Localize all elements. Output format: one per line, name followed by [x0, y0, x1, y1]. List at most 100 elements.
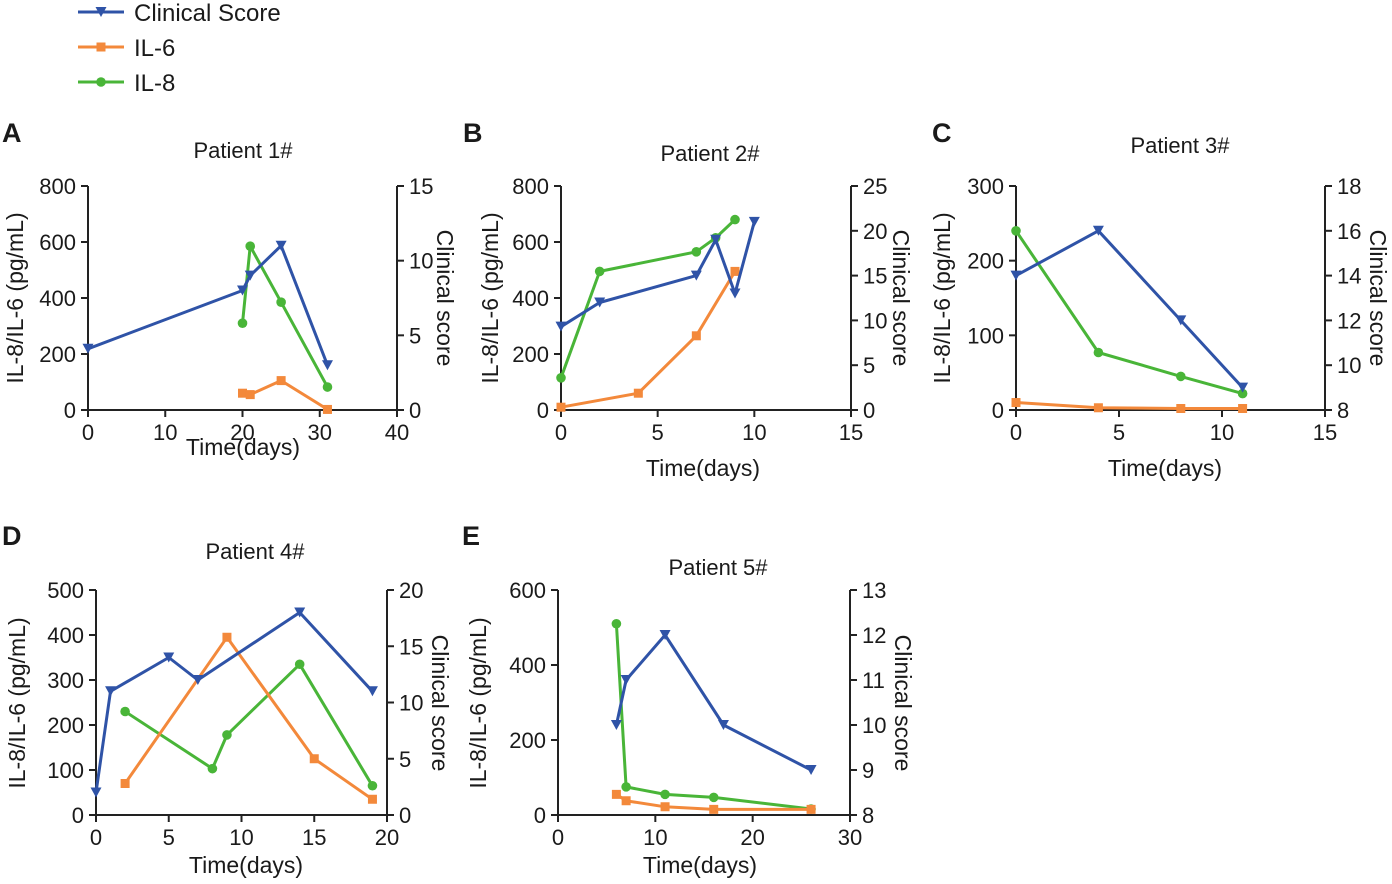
legend-item-il-6: IL-6 [78, 35, 175, 62]
x-tick-label: 5 [1113, 420, 1125, 445]
x-tick-label: 20 [230, 420, 254, 445]
legend-label: IL-8 [134, 70, 175, 97]
series-line-il-8 [124, 662, 374, 787]
data-point-il-6 [730, 266, 740, 276]
y-tick-label-left: 0 [72, 803, 84, 828]
data-point-il-6 [238, 388, 247, 398]
data-point-clinical-score [192, 675, 204, 685]
y-tick-label-right: 8 [1337, 398, 1349, 423]
data-point-il-8 [294, 659, 305, 670]
x-tick-label: 0 [82, 420, 94, 445]
y-tick-label-right: 25 [863, 174, 887, 199]
y-tick-label-right: 20 [863, 219, 887, 244]
data-point-il-6 [1238, 404, 1248, 414]
data-point-il-8 [245, 241, 256, 251]
data-point-il-8 [222, 730, 232, 740]
data-point-il-8 [611, 618, 622, 629]
series-clinical-score [1010, 225, 1249, 393]
x-tick-label: 5 [163, 825, 175, 850]
x-tick-label: 10 [153, 420, 177, 445]
x-axis-label: Time(days) [646, 455, 760, 481]
data-point-il-8 [120, 706, 130, 717]
panel-title: Patient 3# [1130, 133, 1230, 158]
y-tick-label-right: 10 [1337, 353, 1361, 378]
data-point-clinical-score [244, 270, 256, 281]
series-il-6 [1011, 398, 1248, 414]
panel-label: B [463, 118, 483, 148]
y-tick-label-left: 0 [992, 398, 1004, 423]
y-tick-label-left: 400 [512, 286, 549, 311]
data-point-il-8 [237, 318, 248, 329]
y-tick-label-left: 0 [537, 398, 549, 423]
data-point-il-8 [276, 297, 286, 308]
x-tick-label: 0 [555, 420, 567, 445]
y-tick-label-left: 100 [967, 323, 1004, 348]
series-line-il-8 [559, 218, 737, 379]
data-point-clinical-score [237, 285, 248, 296]
data-point-il-8 [621, 782, 631, 792]
series-il-8 [611, 618, 816, 814]
series-clinical-score [610, 630, 817, 775]
data-point-clinical-score [710, 234, 722, 245]
y-tick-label-right: 5 [399, 747, 411, 772]
data-point-clinical-score [1010, 270, 1022, 281]
y-tick-label-right: 0 [863, 398, 875, 423]
data-point-il-6 [309, 754, 319, 764]
y-tick-label-left: 600 [512, 230, 549, 255]
data-point-il-8 [556, 373, 566, 383]
series-clinical-score [82, 240, 333, 371]
data-point-il-8 [660, 789, 670, 800]
data-point-il-8 [1237, 388, 1248, 399]
series-il-8 [237, 241, 333, 392]
series-clinical-score [555, 216, 760, 332]
x-tick-label: 0 [1010, 420, 1022, 445]
data-point-il-6 [1093, 403, 1103, 413]
data-point-clinical-score [90, 787, 102, 798]
series-il-8 [120, 659, 378, 791]
x-tick-label: 10 [1210, 420, 1234, 445]
y-tick-label-left: 400 [47, 623, 84, 648]
series-line-clinical-score [560, 221, 756, 328]
data-point-il-6 [322, 404, 332, 414]
panel-c: C Patient 3# 0 5 10 15 0 100 200 300 8 10 12 14 16 18 Ti… [929, 118, 1391, 481]
x-tick-label: 10 [643, 825, 667, 850]
panel-label: A [2, 118, 22, 148]
data-point-il-6 [1176, 404, 1186, 414]
data-point-il-6 [633, 388, 643, 398]
series-line-il-8 [1014, 229, 1244, 396]
data-point-clinical-score [1175, 315, 1187, 326]
data-point-il-8 [1176, 371, 1186, 382]
series-line-clinical-score [87, 244, 329, 366]
y-tick-label-left: 800 [512, 174, 549, 199]
series-line-clinical-score [614, 633, 812, 772]
x-axis-label: Time(days) [1108, 455, 1222, 481]
data-point-il-6 [367, 794, 377, 804]
x-tick-label: 40 [385, 420, 409, 445]
y-axis-label-right: Clinical score [432, 230, 458, 367]
legend-item-il-8: IL-8 [78, 70, 175, 97]
y-tick-label-left: 600 [39, 230, 76, 255]
x-tick-label: 15 [1313, 420, 1337, 445]
data-point-il-8 [207, 763, 218, 774]
legend: Clinical Score IL-6 IL-8 [78, 0, 281, 97]
y-tick-label-left: 200 [47, 713, 84, 738]
y-tick-label-right: 11 [862, 668, 885, 693]
legend-marker [95, 7, 107, 17]
data-point-il-8 [367, 780, 378, 791]
y-tick-label-right: 9 [862, 758, 874, 783]
y-tick-label-right: 13 [862, 578, 886, 603]
y-tick-label-right: 0 [399, 803, 411, 828]
series-line-clinical-score [94, 611, 374, 793]
y-tick-label-left: 200 [512, 342, 549, 367]
y-tick-label-right: 10 [862, 713, 886, 738]
x-tick-label: 30 [308, 420, 332, 445]
data-point-clinical-score [366, 686, 378, 697]
series-line-il-8 [241, 244, 329, 388]
panel-label: E [462, 521, 480, 551]
y-axis-label-right: Clinical score [888, 230, 914, 367]
data-point-clinical-score [805, 765, 817, 775]
y-tick-label-left: 0 [64, 398, 76, 423]
